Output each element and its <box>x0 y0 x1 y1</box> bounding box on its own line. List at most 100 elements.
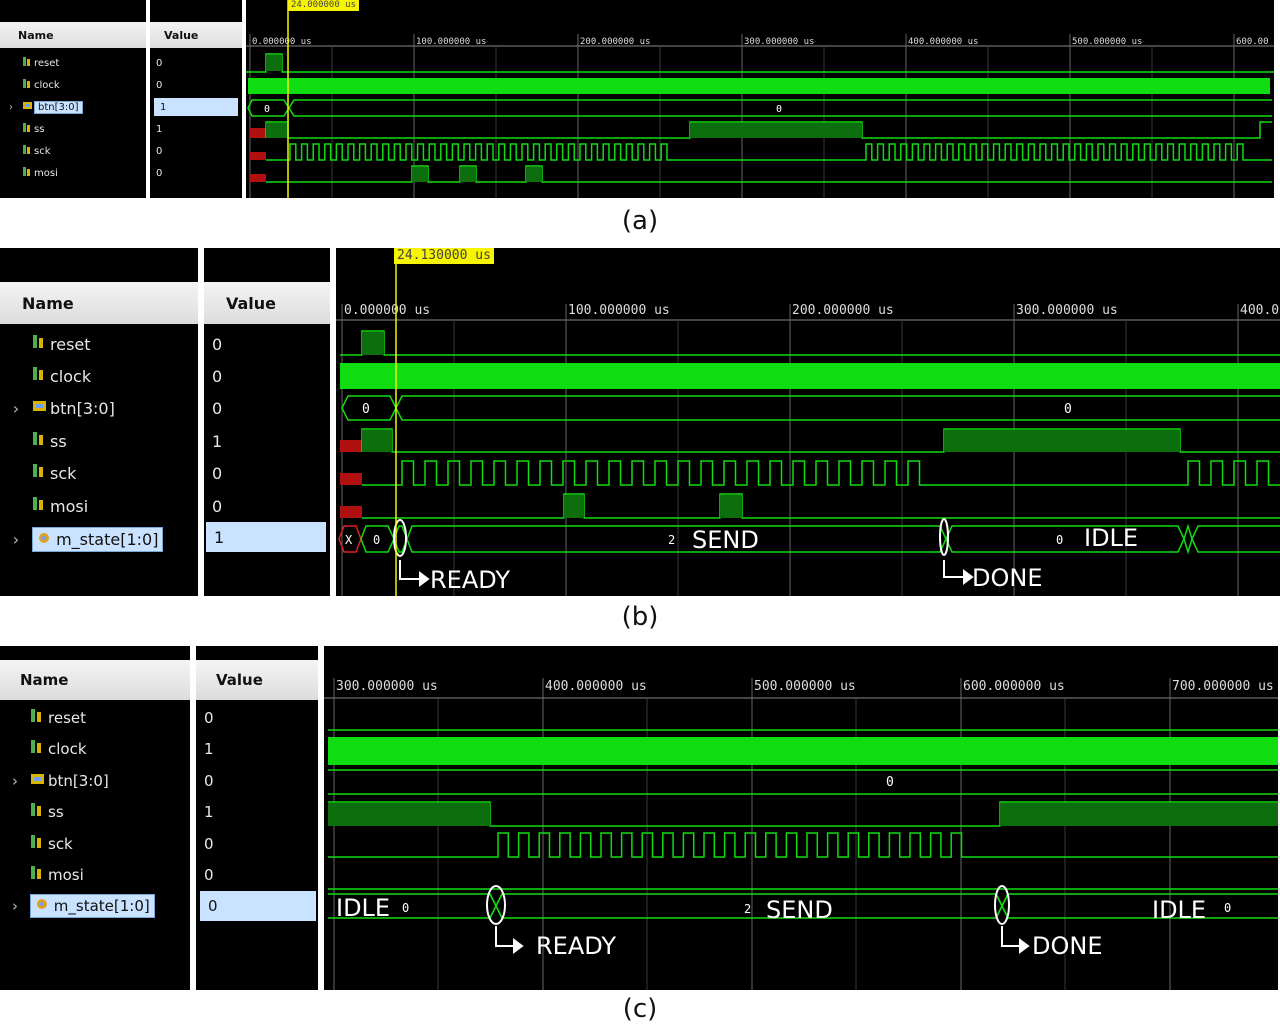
waveform-canvas: 0.000000 us 100.000000 us 200.000000 us … <box>246 0 1274 198</box>
signal-row-reset[interactable]: reset <box>0 706 190 730</box>
signal-bit-icon <box>32 366 50 386</box>
signal-name-column: Name reset clock › btn[3:0] ss sck <box>0 248 198 596</box>
signal-value[interactable]: 0 <box>200 891 316 921</box>
state-annotations: SEND IDLE READY DONE <box>430 524 1138 594</box>
chevron-right-icon[interactable]: › <box>12 398 20 418</box>
waveform-panel-b: Name reset clock › btn[3:0] ss sck <box>0 248 1280 596</box>
bus-value-label: 0 <box>1224 901 1231 915</box>
signal-name-label: btn[3:0] <box>50 398 115 418</box>
time-tick-label: 400.0 <box>1240 303 1279 318</box>
signal-value: 0 <box>204 709 214 727</box>
signal-bit-icon <box>30 834 48 854</box>
signal-bit-icon <box>30 708 48 728</box>
signal-row-reset[interactable]: reset <box>0 54 146 72</box>
bus-value-label: 0 <box>1056 533 1063 547</box>
waveform-view[interactable]: 0.000000 us 100.000000 us 200.000000 us … <box>336 248 1280 596</box>
cursor-time-label: 24.130000 us <box>394 248 494 264</box>
signal-row-m-state[interactable]: › m_state[1:0] <box>0 891 190 921</box>
signal-name-label: reset <box>34 57 60 69</box>
signal-row-clock[interactable]: clock <box>0 76 146 94</box>
signal-row-ss[interactable]: ss <box>0 800 190 824</box>
signal-state-icon <box>35 897 49 915</box>
signal-value[interactable]: 1 <box>154 98 238 116</box>
wave-ss <box>265 121 1272 139</box>
signal-row-btn[interactable]: › btn[3:0] <box>0 396 198 420</box>
bus-value-label: 2 <box>744 902 751 916</box>
state-annotation-idle: IDLE <box>1152 896 1206 924</box>
time-tick-label: 300.000000 us <box>1016 303 1118 318</box>
value-column-header[interactable]: Value <box>204 282 330 324</box>
signal-name-label: clock <box>34 79 60 91</box>
signal-row-sck[interactable]: sck <box>0 832 190 856</box>
signal-name-label: ss <box>50 431 67 451</box>
bus-value-label: 0 <box>1064 402 1072 417</box>
name-column-header[interactable]: Name <box>0 660 190 700</box>
signal-value: 0 <box>204 835 214 853</box>
signal-row-btn[interactable]: › btn[3:0] <box>0 98 146 116</box>
signal-row-clock[interactable]: clock <box>0 737 190 761</box>
wave-sck <box>266 143 1272 161</box>
state-annotation-idle: IDLE <box>1084 524 1138 552</box>
signal-bit-icon <box>22 78 34 92</box>
waveform-view[interactable]: 300.000000 us 400.000000 us 500.000000 u… <box>324 646 1278 990</box>
signal-row-sck[interactable]: sck <box>0 142 146 160</box>
signal-row-ss[interactable]: ss <box>0 120 146 138</box>
transition-markers <box>486 885 1030 954</box>
time-tick-label: 0.000000 us <box>344 303 430 318</box>
wave-clock <box>340 363 1280 389</box>
signal-row-reset[interactable]: reset <box>0 332 198 356</box>
signal-value: 0 <box>156 57 163 69</box>
state-annotations: IDLE SEND IDLE READY DONE <box>336 894 1206 960</box>
wave-clock <box>328 737 1278 765</box>
wave-btn <box>341 395 1280 421</box>
signal-bit-icon <box>30 865 48 885</box>
wave-clock <box>248 78 1270 94</box>
signal-bus-icon <box>30 771 48 791</box>
signal-row-mosi[interactable]: mosi <box>0 164 146 182</box>
signal-name-label: mosi <box>48 866 84 884</box>
name-column-header[interactable]: Name <box>0 282 198 324</box>
signal-value: 0 <box>212 366 223 386</box>
bus-value-label: 0 <box>402 901 409 915</box>
cursor-time-label: 24.000000 us <box>288 0 360 11</box>
value-column-header[interactable]: Value <box>150 22 242 48</box>
signal-row-mosi[interactable]: mosi <box>0 494 198 518</box>
wave-mosi <box>362 493 1280 519</box>
name-column-header[interactable]: Name <box>0 22 146 48</box>
signal-name-label: m_state[1:0] <box>30 894 155 918</box>
time-tick-label: 300.000000 us <box>336 679 438 694</box>
signal-value: 0 <box>156 145 163 157</box>
chevron-right-icon[interactable]: › <box>12 772 18 790</box>
bus-value-label: X <box>345 533 353 547</box>
signal-row-m-state[interactable]: › m_state[1:0] <box>0 524 198 554</box>
value-column-header[interactable]: Value <box>196 660 318 700</box>
signal-value: 0 <box>204 866 214 884</box>
signal-name-column: Name reset clock › btn[3:0] ss sck <box>0 0 146 198</box>
bus-value-label: 0 <box>776 104 782 115</box>
wave-ss <box>328 801 1278 827</box>
signal-bit-icon <box>32 334 50 354</box>
chevron-right-icon[interactable]: › <box>9 101 13 113</box>
time-tick-label: 600.000000 us <box>963 679 1065 694</box>
signal-name-label: reset <box>48 709 86 727</box>
time-tick-label: 200.000000 us <box>580 37 650 47</box>
wave-sck <box>328 832 1278 858</box>
signal-value[interactable]: 1 <box>206 522 326 552</box>
signal-row-sck[interactable]: sck <box>0 461 198 485</box>
signal-value: 1 <box>204 740 214 758</box>
signal-name-label: mosi <box>34 167 58 179</box>
signal-bus-icon <box>22 100 34 114</box>
signal-bit-icon <box>22 122 34 136</box>
signal-row-ss[interactable]: ss <box>0 429 198 453</box>
time-tick-label: 100.000000 us <box>568 303 670 318</box>
signal-value: 1 <box>204 803 214 821</box>
signal-row-clock[interactable]: clock <box>0 364 198 388</box>
signal-row-btn[interactable]: › btn[3:0] <box>0 769 190 793</box>
signal-bit-icon <box>32 431 50 451</box>
wave-reset <box>340 330 1280 356</box>
waveform-view[interactable]: 0.000000 us 100.000000 us 200.000000 us … <box>246 0 1274 198</box>
signal-value: 0 <box>156 167 163 179</box>
chevron-right-icon[interactable]: › <box>12 529 20 549</box>
signal-row-mosi[interactable]: mosi <box>0 863 190 887</box>
chevron-right-icon[interactable]: › <box>12 897 18 915</box>
